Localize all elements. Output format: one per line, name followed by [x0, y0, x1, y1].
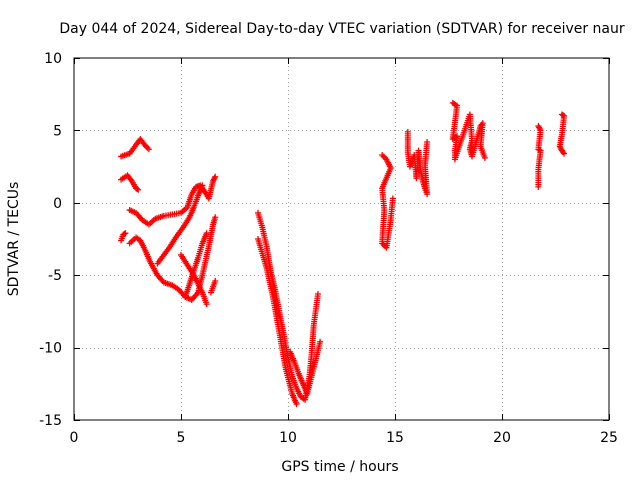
data-point [212, 214, 219, 221]
y-tick-label: 0 [53, 196, 62, 212]
y-tick-label: -15 [39, 413, 62, 429]
x-tick-label: 20 [493, 430, 511, 446]
chart-title: Day 044 of 2024, Sidereal Day-to-day VTE… [59, 21, 625, 37]
data-point [135, 186, 142, 193]
data-point [389, 195, 396, 202]
data-point [145, 146, 152, 153]
data-point [134, 186, 141, 193]
x-tick-labels: 0 5 10 15 20 25 [70, 430, 618, 446]
y-tick-label: 5 [53, 123, 62, 139]
data-point [293, 401, 300, 408]
x-tick-label: 25 [600, 430, 618, 446]
x-tick-label: 5 [177, 430, 186, 446]
data-point [481, 154, 488, 161]
data-point [317, 338, 324, 345]
y-tick-labels: -15 -10 -5 0 5 10 [39, 51, 62, 429]
grid-lines [74, 58, 609, 420]
data-point [535, 183, 542, 190]
data-point [536, 124, 543, 131]
data-point [199, 182, 206, 189]
data-point [121, 230, 128, 237]
data-point [380, 241, 387, 248]
data-point [203, 301, 210, 308]
data-point [144, 144, 151, 151]
data-point [380, 153, 387, 160]
data-point [424, 138, 431, 145]
data-point [210, 176, 217, 183]
data-point [212, 277, 219, 284]
y-tick-label: -10 [39, 341, 62, 357]
axis-ticks [74, 58, 610, 421]
data-point [122, 230, 129, 237]
x-axis-label: GPS time / hours [281, 459, 398, 475]
plot-frame [73, 57, 610, 421]
data-points [118, 99, 568, 408]
data-point [561, 150, 568, 157]
x-tick-label: 10 [279, 430, 297, 446]
x-tick-label: 0 [70, 430, 79, 446]
data-point [203, 230, 210, 237]
data-point [212, 173, 219, 180]
data-point [314, 291, 321, 298]
y-tick-label: 10 [44, 51, 62, 67]
y-tick-label: -5 [48, 268, 62, 284]
y-axis-label: SDTVAR / TECUs [6, 182, 22, 297]
x-tick-label: 15 [386, 430, 404, 446]
data-point [379, 152, 386, 159]
